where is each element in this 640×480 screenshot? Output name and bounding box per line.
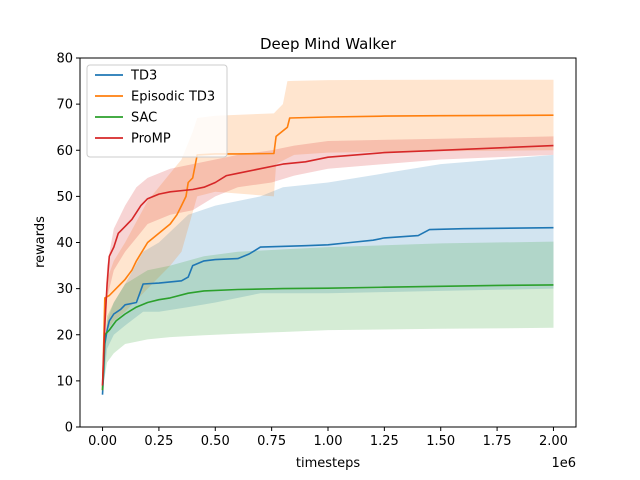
legend-label-sac: SAC xyxy=(131,111,157,126)
legend-label-promp: ProMP xyxy=(131,132,171,147)
x-tick-label: 0.50 xyxy=(201,434,230,449)
line-promp xyxy=(101,144,554,386)
legend-box xyxy=(86,64,228,158)
x-tick-label: 0.75 xyxy=(257,434,286,449)
y-tick-label: 20 xyxy=(56,328,73,343)
x-tick-label: 0.00 xyxy=(88,434,117,449)
x-axis-offset-label: 1e6 xyxy=(551,456,576,471)
x-axis-ticks: 0.00 0.25 0.50 0.75 1.00 1.25 1.50 1.75 2.00 xyxy=(88,427,568,449)
y-tick-label: 60 xyxy=(56,144,73,159)
x-tick-label: 1.00 xyxy=(314,434,343,449)
y-axis-label: rewards xyxy=(33,216,48,268)
line-sac xyxy=(101,284,554,391)
legend-label-episodic-td3: Episodic TD3 xyxy=(131,90,215,105)
y-tick-label: 50 xyxy=(56,190,73,205)
series-lines xyxy=(101,114,554,395)
line-td3 xyxy=(101,226,554,395)
x-tick-label: 1.50 xyxy=(426,434,455,449)
y-tick-label: 80 xyxy=(56,52,73,67)
y-tick-label: 10 xyxy=(56,374,73,389)
y-tick-label: 0 xyxy=(65,421,73,436)
x-tick-label: 1.25 xyxy=(370,434,399,449)
chart-title: Deep Mind Walker xyxy=(260,35,397,53)
legend-label-td3: TD3 xyxy=(130,69,157,84)
x-tick-label: 1.75 xyxy=(483,434,512,449)
x-axis-label: timesteps xyxy=(296,456,360,471)
y-tick-label: 30 xyxy=(56,282,73,297)
legend: TD3 Episodic TD3 SAC ProMP xyxy=(86,64,228,158)
x-tick-label: 0.25 xyxy=(144,434,173,449)
y-tick-label: 70 xyxy=(56,98,73,113)
band-td3 xyxy=(102,154,554,395)
x-tick-label: 2.00 xyxy=(539,434,568,449)
line-episodic-td3 xyxy=(101,114,554,391)
y-axis-ticks: 0 10 20 30 40 50 60 70 80 xyxy=(56,52,80,436)
y-tick-label: 40 xyxy=(56,236,73,251)
band-sac xyxy=(102,241,554,391)
